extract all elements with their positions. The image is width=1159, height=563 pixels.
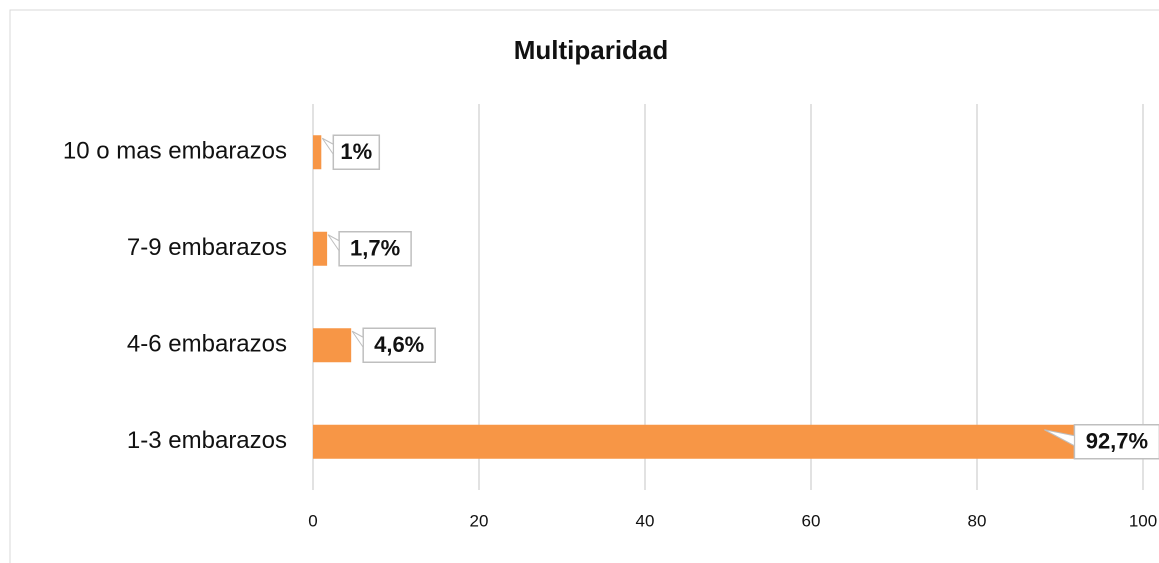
label-tail: [1044, 429, 1075, 447]
value-label: 4,6%: [374, 332, 424, 357]
x-tick-label: 100: [1129, 511, 1157, 530]
x-tick-label: 40: [636, 511, 655, 530]
value-label: 92,7%: [1086, 429, 1148, 454]
label-tail: [321, 137, 334, 156]
label-box: [1073, 424, 1159, 460]
label-tail: [327, 234, 340, 253]
y-tick-label: 1-3 embarazos: [127, 427, 287, 454]
bar: [313, 328, 352, 363]
label-tail: [351, 330, 364, 349]
x-tick-label: 0: [308, 511, 317, 530]
x-tick-label: 80: [968, 511, 987, 530]
y-tick-label: 4-6 embarazos: [127, 331, 287, 358]
bar: [313, 231, 328, 266]
chart-title: Multiparidad: [514, 35, 669, 65]
x-tick-label: 20: [470, 511, 489, 530]
y-tick-label: 10 o mas embarazos: [63, 138, 287, 165]
x-tick-label: 60: [802, 511, 821, 530]
bar: [313, 135, 322, 170]
value-label: 1,7%: [350, 236, 400, 261]
y-tick-label: 7-9 embarazos: [127, 234, 287, 261]
chart-frame: [9, 9, 1159, 563]
label-box: [332, 134, 381, 170]
value-label: 1%: [340, 139, 372, 164]
label-box: [338, 231, 412, 267]
bar: [313, 424, 1083, 459]
